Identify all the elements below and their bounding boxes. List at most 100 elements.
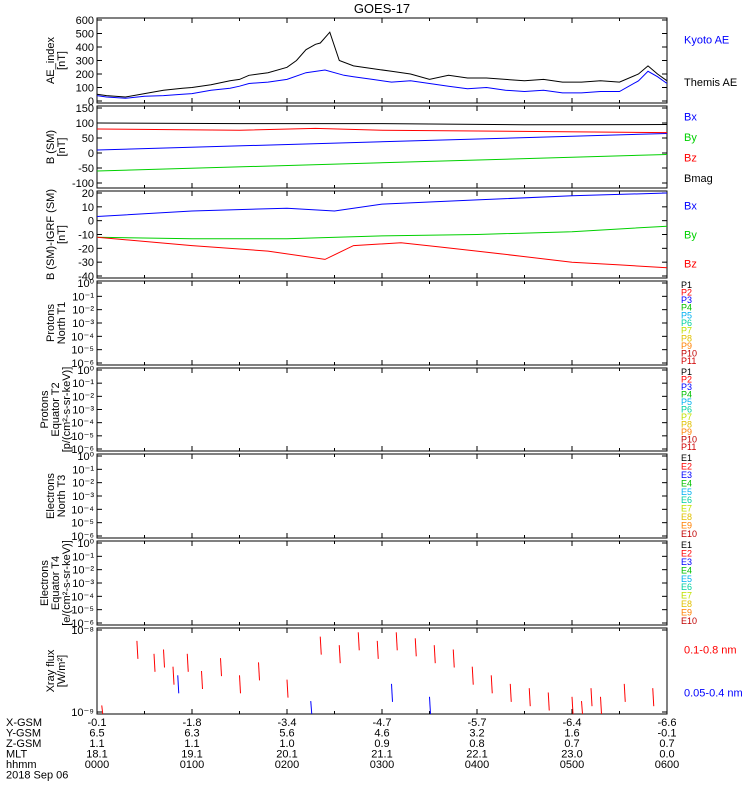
legend-entry: P5: [681, 310, 692, 320]
y-axis-label: Electrons: [39, 560, 51, 606]
y-tick-label: 10⁻¹: [72, 464, 94, 476]
time-axis-row-label: hhmm: [6, 759, 37, 771]
legend-entry: Kyoto AE: [684, 34, 729, 46]
y-tick-label: 10⁻⁵: [71, 605, 94, 617]
panel-bgsm: 150 100 50 0 -50 -100 B (SM) [nT] Bx By Bz Bmag: [45, 103, 713, 190]
y-tick-label: -100: [72, 178, 94, 190]
legend-entry: P6: [681, 318, 692, 328]
xray-spike: [101, 705, 104, 715]
legend-entry: E1: [681, 453, 692, 463]
panel-frame: [96, 105, 668, 189]
legend-entry: P4: [681, 303, 692, 313]
y-tick-label: 10⁻⁴: [71, 591, 94, 603]
xray-spike: [310, 701, 313, 715]
time-axis-value: 20.1: [276, 749, 297, 761]
xray-spike: [338, 645, 341, 664]
y-tick-label: 10⁻³: [72, 491, 94, 503]
series-line-bmag: [96, 122, 668, 126]
y-axis-label: [nT]: [56, 51, 68, 70]
xray-spike: [429, 696, 431, 715]
y-tick-label: 10⁰: [77, 278, 94, 290]
xray-spike: [286, 679, 289, 698]
legend-entry: P2: [681, 287, 692, 297]
y-axis-label: North T3: [56, 475, 68, 518]
y-tick-label: 10⁻⁶: [71, 618, 94, 630]
xray-spike: [623, 683, 626, 702]
y-tick-label: 100: [76, 83, 94, 95]
legend-entry: P8: [681, 420, 692, 430]
time-axis-value: 0.8: [469, 738, 484, 750]
xray-spike: [547, 692, 550, 711]
y-tick-label: 600: [76, 15, 94, 27]
y-tick-label: 10⁻³: [72, 318, 94, 330]
y-tick-label: 10⁻⁹: [71, 707, 94, 719]
xray-spike: [163, 649, 165, 668]
legend-entry: Bx: [684, 201, 697, 213]
xray-spike: [414, 638, 417, 657]
xray-spike: [177, 675, 180, 694]
legend-entry: E3: [681, 470, 692, 480]
xray-spike: [319, 636, 322, 655]
legend-entry: E8: [681, 599, 692, 609]
time-axis-value: 3.2: [469, 728, 484, 740]
y-tick-label: 200: [76, 69, 94, 81]
time-axis-row-label: X-GSM: [6, 717, 42, 729]
legend-entry: P10: [681, 349, 697, 359]
y-tick-label: 10⁰: [77, 451, 94, 463]
y-axis-label: Equator T2: [50, 382, 62, 436]
xray-spike: [357, 632, 360, 651]
y-tick-label: 10⁻¹: [72, 291, 94, 303]
xray-spike: [433, 645, 436, 664]
series-0.1-0.8 nm: [101, 632, 655, 715]
time-axis-value: 1.1: [184, 738, 199, 750]
xray-spike: [153, 653, 156, 672]
xray-spike: [652, 688, 655, 707]
panel-frame: [96, 367, 668, 452]
y-tick-label: 10⁻³: [72, 405, 94, 417]
y-tick-label: 10⁻⁶: [71, 531, 94, 543]
time-axis-value: 6.3: [184, 728, 199, 740]
y-axis-label: [W/m²]: [56, 655, 68, 687]
y-tick-label: -20: [78, 243, 94, 255]
legend-entry: E7: [681, 591, 692, 601]
y-axis-label: Protons: [45, 304, 57, 342]
y-tick-label: 150: [76, 103, 94, 115]
y-tick-label: 0: [88, 148, 94, 160]
legend-entry: E6: [681, 495, 692, 505]
time-axis-value: 23.0: [561, 749, 582, 761]
legend-entry: Bz: [684, 152, 697, 164]
legend-entry: Themis AE: [684, 77, 737, 89]
y-axis-label: B (SM): [45, 130, 57, 164]
legend-entry: P7: [681, 412, 692, 422]
legend-entry: P9: [681, 341, 692, 351]
panel-frame: [96, 540, 668, 626]
legend-entry: Bmag: [684, 173, 713, 185]
y-tick-label: 10⁻⁵: [71, 345, 94, 357]
legend-entry: Bx: [684, 111, 697, 123]
legend-entry: E10: [681, 529, 697, 539]
time-axis-value: -5.7: [468, 717, 487, 729]
time-axis-value: -4.7: [373, 717, 392, 729]
time-axis-value: 0.7: [659, 738, 674, 750]
y-tick-label: 10⁻⁸: [71, 625, 94, 637]
xray-spike: [452, 649, 455, 668]
panel-xray: 10⁻⁸ 10⁻⁹ Xray flux [W/m²] 0.1-0.8 nm 0.05-0.…: [45, 625, 743, 719]
xray-spike: [391, 683, 393, 702]
legend-entry: P11: [681, 442, 696, 452]
time-axis-value: 0.0: [659, 749, 674, 761]
time-axis-value: 0.7: [564, 738, 579, 750]
legend-entry: E5: [681, 487, 692, 497]
y-tick-label: 0: [88, 216, 94, 228]
xray-spike: [600, 696, 602, 715]
series-line-by: [96, 154, 668, 172]
legend-entry: P7: [681, 326, 692, 336]
legend-entry: P6: [681, 405, 692, 415]
xray-spike: [528, 688, 531, 707]
y-tick-label: -30: [78, 257, 94, 269]
legend-entry: E9: [681, 607, 692, 617]
legend-entry: E10: [681, 616, 697, 626]
time-axis-value: 0500: [560, 759, 584, 771]
y-tick-label: 10⁰: [77, 538, 94, 550]
